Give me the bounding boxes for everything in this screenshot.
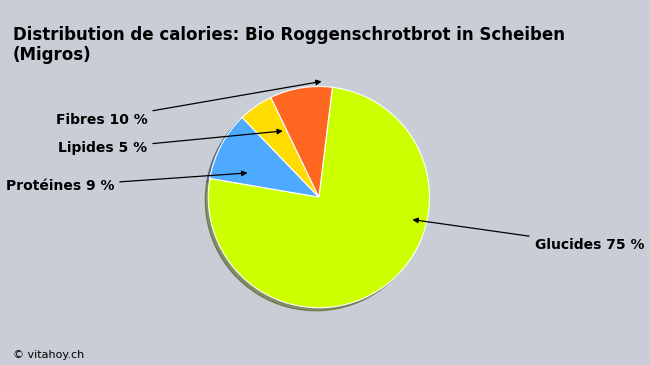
- Text: Glucides 75 %: Glucides 75 %: [414, 218, 644, 252]
- Text: © vitahoy.ch: © vitahoy.ch: [13, 350, 84, 360]
- Text: Lipides 5 %: Lipides 5 %: [58, 129, 281, 155]
- Wedge shape: [271, 87, 332, 197]
- Text: Distribution de calories: Bio Roggenschrotbrot in Scheiben
(Migros): Distribution de calories: Bio Roggenschr…: [13, 26, 565, 64]
- Wedge shape: [242, 97, 319, 197]
- Text: Protéines 9 %: Protéines 9 %: [6, 171, 246, 193]
- Wedge shape: [208, 87, 430, 308]
- Wedge shape: [210, 118, 319, 197]
- Text: Fibres 10 %: Fibres 10 %: [56, 80, 320, 127]
